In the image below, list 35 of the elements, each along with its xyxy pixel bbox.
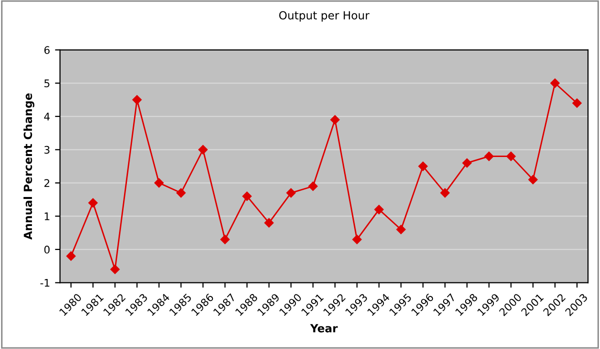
y-tick-label: 5 [44,80,50,88]
point [572,98,582,108]
point [110,264,120,274]
point [550,78,560,88]
y-tick-label: 3 [44,146,50,154]
y-tick-label: -1 [40,279,50,287]
point [242,192,252,201]
point [88,198,98,208]
point [220,234,230,244]
y-tick-label: 1 [44,212,50,220]
point [264,218,274,228]
point [66,251,76,261]
y-tick-label: 0 [44,246,50,254]
point [330,115,340,124]
point [374,204,384,214]
point [352,234,362,244]
point [418,162,428,171]
x-axis-title: Year [310,324,338,332]
point [176,188,186,198]
point [528,174,538,184]
point [440,188,450,198]
point [308,182,318,191]
y-axis-title: Annual Percent Change [23,93,34,240]
point [462,158,472,168]
point [286,188,296,198]
y-tick-label: 6 [44,46,50,54]
y-tick-label: 4 [44,112,50,120]
point [396,224,406,234]
point [484,152,494,161]
y-tick-label: 2 [44,179,50,187]
chart-title: Output per Hour [279,11,370,22]
point [132,95,142,104]
point [198,145,208,154]
point [154,178,164,188]
point [506,152,516,161]
